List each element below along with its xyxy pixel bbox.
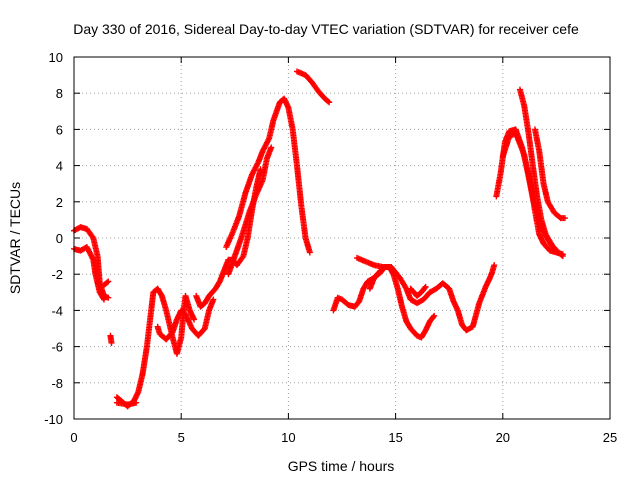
x-tick-label: 0 (70, 430, 77, 445)
data-point (558, 252, 565, 259)
data-point (491, 262, 498, 269)
y-tick-label: 4 (56, 159, 63, 174)
y-tick-labels: -10 -8 -6 -4 -2 0 2 4 6 8 10 (44, 50, 63, 427)
data-point (376, 268, 383, 275)
x-axis-label: GPS time / hours (288, 458, 395, 474)
data-point (421, 284, 428, 291)
grid-lines (74, 57, 610, 419)
data-point (105, 294, 112, 301)
data-point (239, 254, 246, 261)
data-points (71, 68, 568, 410)
y-tick-label: -4 (51, 303, 63, 318)
x-tick-label: 20 (496, 430, 510, 445)
data-point (108, 339, 115, 346)
data-point (422, 283, 429, 290)
y-tick-label: 10 (49, 50, 63, 65)
y-tick-label: -10 (44, 412, 63, 427)
data-point (133, 399, 140, 406)
y-tick-label: 2 (56, 195, 63, 210)
x-tick-label: 5 (178, 430, 185, 445)
y-tick-label: 6 (56, 122, 63, 137)
x-tick-labels: 0 5 10 15 20 25 (70, 430, 617, 445)
data-point (306, 249, 313, 256)
data-point (561, 215, 568, 222)
data-point (325, 98, 332, 105)
data-point (326, 99, 333, 106)
y-tick-label: -6 (51, 340, 63, 355)
data-point (559, 253, 566, 260)
y-tick-label: 8 (56, 86, 63, 101)
y-tick-label: -2 (51, 267, 63, 282)
data-point (431, 312, 438, 319)
y-tick-label: 0 (56, 231, 63, 246)
data-point (101, 296, 108, 303)
tick-marks (73, 56, 611, 420)
x-tick-label: 25 (603, 430, 617, 445)
data-point (377, 267, 384, 274)
x-tick-label: 15 (388, 430, 402, 445)
data-point (268, 144, 275, 151)
y-axis-label: SDTVAR / TECUs (7, 182, 23, 294)
y-tick-label: -8 (51, 376, 63, 391)
data-point (191, 316, 198, 323)
x-tick-label: 10 (281, 430, 295, 445)
chart-title: Day 330 of 2016, Sidereal Day-to-day VTE… (73, 21, 579, 37)
data-point (104, 279, 111, 286)
data-point (210, 296, 217, 303)
data-point (89, 233, 96, 240)
data-point (105, 278, 112, 285)
data-point (100, 295, 107, 302)
data-point (430, 313, 437, 320)
